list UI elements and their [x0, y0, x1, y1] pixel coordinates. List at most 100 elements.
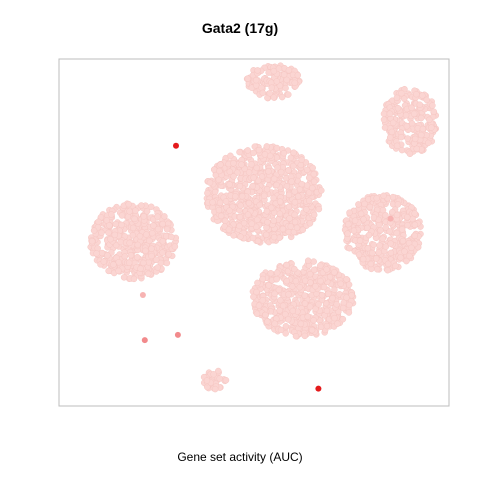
cell-point-center — [244, 211, 252, 218]
cell-point-center — [310, 178, 318, 186]
cell-point-center — [230, 173, 237, 180]
cell-point-left — [115, 259, 123, 266]
cell-point-small-bottom — [210, 371, 217, 378]
cell-point-center — [293, 224, 301, 232]
cell-point-center — [209, 199, 216, 206]
cell-point-right — [351, 217, 359, 224]
cell-point-right — [346, 209, 353, 216]
cell-point-center — [221, 223, 228, 230]
cell-point-right — [401, 248, 408, 255]
cell-point-center — [285, 203, 293, 211]
cell-point-center — [277, 168, 285, 176]
cell-point-center — [287, 223, 295, 230]
cell-point-left — [136, 232, 144, 240]
cell-point-lower-center — [282, 310, 289, 318]
cell-point-right — [379, 206, 387, 214]
cell-point-left — [98, 249, 106, 257]
cell-point-center — [232, 193, 239, 200]
cell-point-top — [285, 91, 292, 98]
cell-point-right — [406, 252, 413, 260]
cell-point-center — [258, 173, 266, 180]
cell-point-center — [318, 187, 325, 194]
cell-point-left — [134, 253, 141, 261]
cell-point-right — [355, 201, 362, 208]
cell-point-left — [154, 213, 161, 220]
cell-point-lower-center — [291, 265, 298, 273]
cell-point-left — [125, 200, 132, 208]
cell-point-right — [411, 210, 418, 217]
cell-point-center — [273, 144, 281, 152]
cell-point-left — [159, 238, 167, 245]
cell-point-lower-center — [271, 290, 278, 298]
cell-point-lower-center — [289, 307, 297, 315]
cell-point-left — [108, 211, 115, 218]
cell-point-lower-center — [283, 261, 290, 269]
cell-point-right — [408, 244, 415, 252]
cell-point-center — [305, 174, 313, 182]
cell-point-left — [104, 252, 111, 259]
cell-point-center — [238, 161, 245, 168]
cell-point-right — [372, 255, 380, 262]
cell-point-top — [275, 65, 283, 72]
cell-point-upper-right — [425, 139, 432, 147]
cell-point-top — [291, 79, 298, 87]
cell-point-center — [263, 208, 271, 215]
cell-point-right — [364, 224, 371, 232]
cell-point-upper-right — [406, 150, 414, 158]
cell-point-center — [306, 220, 314, 227]
cell-point-lower-center — [312, 283, 319, 290]
cell-point-left — [88, 237, 96, 245]
cell-point-center — [310, 211, 318, 219]
cell-point-right — [380, 192, 387, 200]
cell-point-right — [379, 235, 386, 242]
cell-point-lower-center — [253, 310, 261, 317]
cell-point-center — [237, 233, 244, 240]
cell-point-top — [278, 93, 286, 101]
cell-point-left — [129, 232, 137, 239]
cell-point-lower-center — [310, 316, 317, 324]
cell-point-lower-center — [308, 326, 316, 334]
cell-point-lower-center — [273, 275, 280, 283]
cell-point-small-bottom — [215, 367, 222, 375]
cell-point-center — [236, 148, 243, 156]
cell-point-left — [118, 212, 126, 219]
cell-point-top — [244, 75, 252, 82]
cell-point-lower-center — [306, 303, 314, 310]
cell-point-center — [236, 213, 244, 221]
cell-point-lower-center — [259, 297, 266, 304]
x-axis-label: Gene set activity (AUC) — [177, 450, 303, 464]
cell-point-right — [382, 224, 389, 231]
cell-point-center — [303, 166, 311, 174]
cell-point-center — [276, 210, 284, 217]
cell-point-left — [118, 221, 125, 229]
cell-point-center — [236, 222, 243, 230]
cell-point-lower-center — [282, 323, 290, 330]
cell-point-left — [93, 250, 100, 257]
cell-point-center — [270, 217, 277, 224]
cell-point-left — [106, 222, 113, 229]
cell-point-left — [161, 213, 168, 220]
cell-point-left — [112, 241, 120, 249]
cell-point-center — [216, 167, 223, 175]
cell-point-center — [285, 167, 292, 174]
cell-point-right — [411, 221, 419, 229]
cell-point-center — [261, 151, 269, 158]
cell-point-right — [384, 260, 392, 268]
cell-point-center — [225, 226, 233, 233]
cell-point-right — [344, 230, 351, 237]
cell-point-center — [261, 192, 268, 200]
cell-point-upper-right — [426, 116, 433, 124]
active-cell-point-6 — [387, 215, 394, 222]
cell-point-upper-right — [413, 145, 420, 153]
cell-point-right — [389, 208, 396, 216]
cell-point-right — [370, 214, 378, 221]
cell-point-lower-center — [323, 307, 331, 315]
cell-point-lower-center — [323, 266, 330, 273]
cell-point-lower-center — [310, 258, 317, 265]
cell-point-upper-right — [398, 146, 406, 154]
cell-point-small-bottom — [216, 375, 223, 382]
cell-point-center — [253, 164, 260, 172]
cell-point-left — [126, 239, 133, 247]
cell-point-left — [171, 243, 179, 250]
